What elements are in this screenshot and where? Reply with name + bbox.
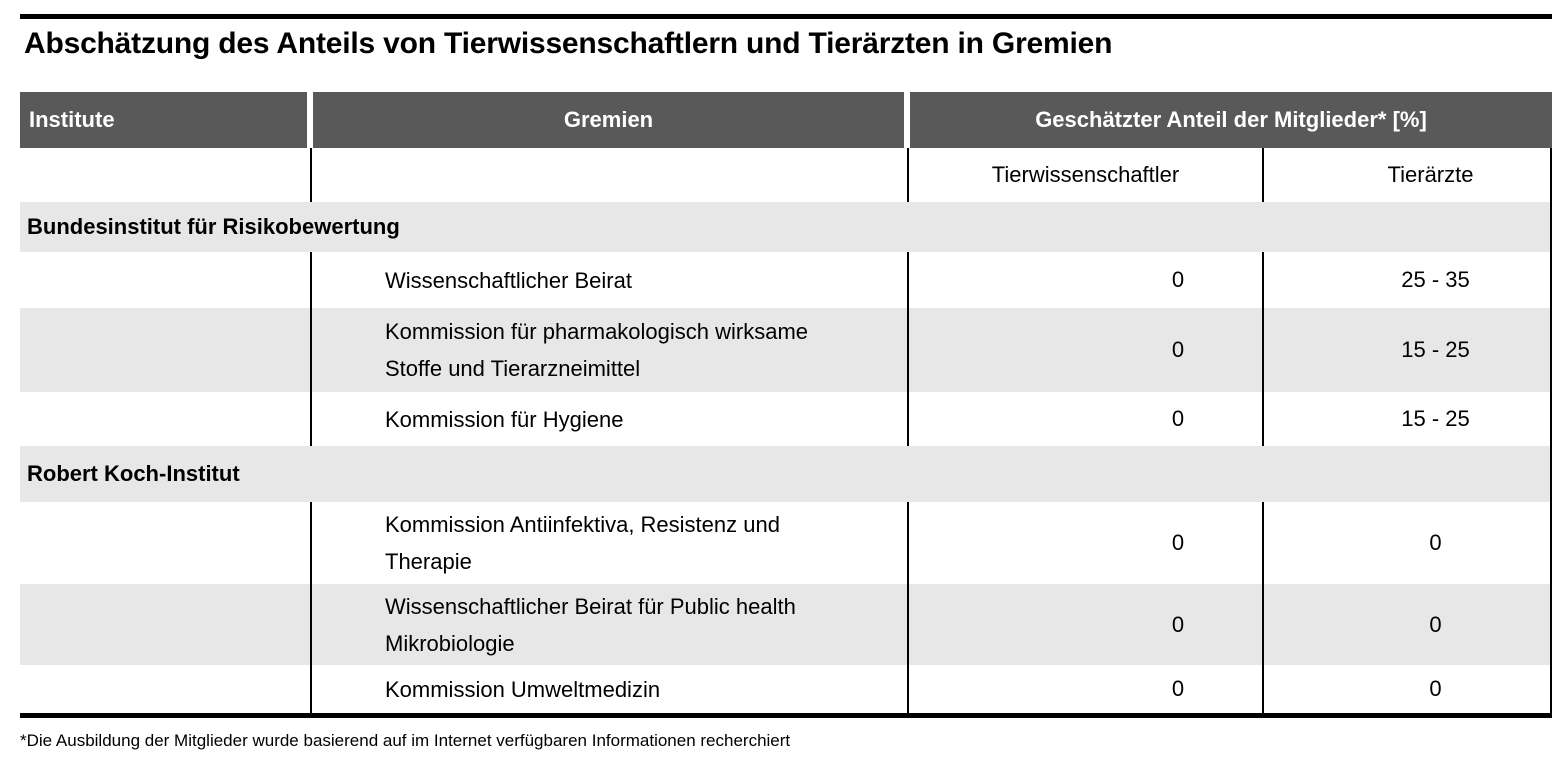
cell-gremium: Kommission für Hygiene	[310, 392, 907, 446]
cell-gremium: Wissenschaftlicher Beirat für Public hea…	[310, 584, 907, 665]
cell-tieraerzte: 15 - 25	[1262, 308, 1552, 392]
cell-gremium: Kommission Umweltmedizin	[310, 665, 907, 713]
table-row: Kommission Umweltmedizin 0 0	[20, 665, 1552, 713]
column-header-gremien: Gremien	[313, 92, 904, 148]
footnote: *Die Ausbildung der Mitglieder wurde bas…	[20, 731, 791, 750]
cell-tieraerzte: 15 - 25	[1262, 392, 1552, 446]
page-title: Abschätzung des Anteils von Tierwissensc…	[24, 27, 1113, 60]
cell-gremium: Kommission für pharmakologisch wirksame …	[310, 308, 907, 392]
cell-tieraerzte: 25 - 35	[1262, 252, 1552, 308]
top-rule	[20, 14, 1552, 19]
cell-tieraerzte: 0	[1262, 665, 1552, 713]
column-header-anteil-group: Geschätzter Anteil der Mitglieder* [%]	[910, 92, 1552, 148]
table-row: Kommission Antiinfektiva, Resistenz und …	[20, 502, 1552, 584]
cell-gremium: Kommission Antiinfektiva, Resistenz und …	[310, 502, 907, 584]
subheader-tierwissenschaftler: Tierwissenschaftler	[907, 148, 1262, 202]
table-row: Wissenschaftlicher Beirat für Public hea…	[20, 584, 1552, 665]
subheader-institute-spacer	[20, 148, 310, 202]
table-row: Kommission für pharmakologisch wirksame …	[20, 308, 1552, 392]
cell-gremium: Wissenschaftlicher Beirat	[310, 252, 907, 308]
cell-tierwissenschaftler: 0	[907, 502, 1262, 584]
cell-institute	[20, 308, 310, 392]
cell-tierwissenschaftler: 0	[907, 665, 1262, 713]
bottom-rule	[20, 713, 1552, 718]
cell-tieraerzte: 0	[1262, 502, 1552, 584]
cell-institute	[20, 392, 310, 446]
section-header-robert-koch-institut: Robert Koch-Institut	[20, 446, 1552, 502]
subheader-row: Tierwissenschaftler Tierärzte	[20, 148, 1552, 202]
cell-institute	[20, 584, 310, 665]
cell-tierwissenschaftler: 0	[907, 252, 1262, 308]
subheader-tieraerzte: Tierärzte	[1262, 148, 1552, 202]
column-header-institute: Institute	[20, 92, 307, 148]
table-row: Kommission für Hygiene 0 15 - 25	[20, 392, 1552, 446]
cell-tierwissenschaftler: 0	[907, 584, 1262, 665]
cell-tieraerzte: 0	[1262, 584, 1552, 665]
cell-institute	[20, 502, 310, 584]
cell-tierwissenschaftler: 0	[907, 392, 1262, 446]
cell-institute	[20, 665, 310, 713]
subheader-gremien-spacer	[310, 148, 907, 202]
section-header-bundesinstitut: Bundesinstitut für Risikobewertung	[20, 202, 1552, 252]
cell-institute	[20, 252, 310, 308]
table-row: Wissenschaftlicher Beirat 0 25 - 35	[20, 252, 1552, 308]
cell-tierwissenschaftler: 0	[907, 308, 1262, 392]
